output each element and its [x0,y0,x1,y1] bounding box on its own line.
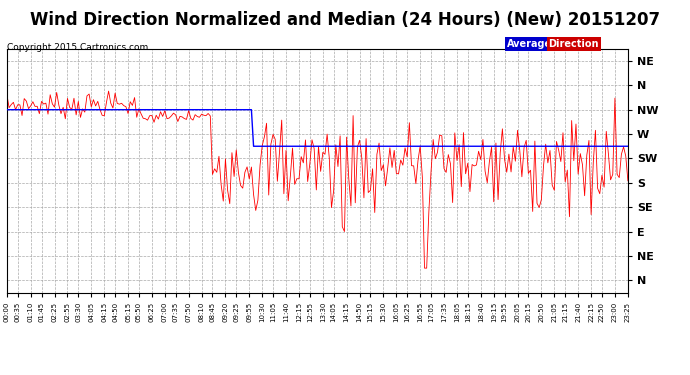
Text: Wind Direction Normalized and Median (24 Hours) (New) 20151207: Wind Direction Normalized and Median (24… [30,11,660,29]
Text: Direction: Direction [549,39,599,50]
Text: Average: Average [507,39,552,50]
Text: Copyright 2015 Cartronics.com: Copyright 2015 Cartronics.com [7,43,148,52]
